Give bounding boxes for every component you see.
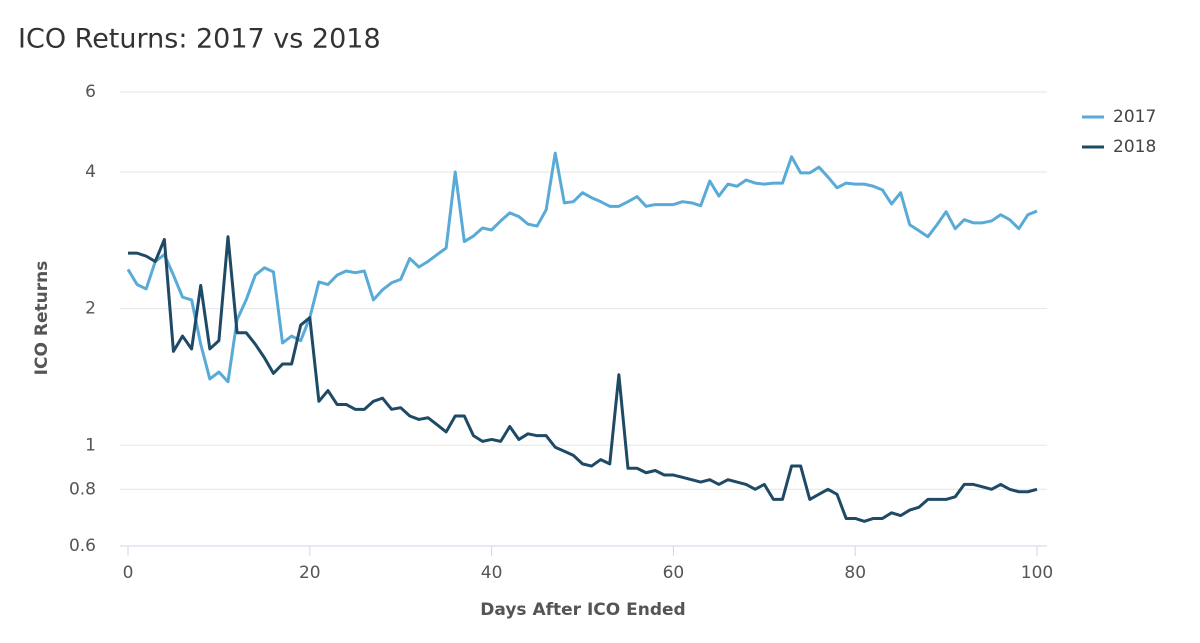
legend-label: 2018 <box>1113 137 1156 157</box>
y-tick-label: 1 <box>85 435 96 455</box>
x-tick-label: 60 <box>663 563 685 583</box>
line-series <box>128 235 1038 523</box>
x-tick-label: 80 <box>844 563 866 583</box>
y-tick-label: 4 <box>85 162 96 182</box>
x-axis-label: Days After ICO Ended <box>480 600 685 620</box>
y-tick-label: 0.8 <box>69 479 96 499</box>
y-axis-label: ICO Returns <box>32 261 52 376</box>
x-tick-label: 100 <box>1021 563 1053 583</box>
x-tick-label: 0 <box>123 563 134 583</box>
line-series <box>126 151 1038 384</box>
legend-label: 2017 <box>1113 107 1156 127</box>
chart-title: ICO Returns: 2017 vs 2018 <box>18 24 381 55</box>
y-tick-label: 6 <box>85 82 96 102</box>
x-tick-label: 20 <box>299 563 321 583</box>
y-tick-label: 0.6 <box>69 536 96 556</box>
y-tick-label: 2 <box>85 299 96 319</box>
x-tick-label: 40 <box>481 563 503 583</box>
